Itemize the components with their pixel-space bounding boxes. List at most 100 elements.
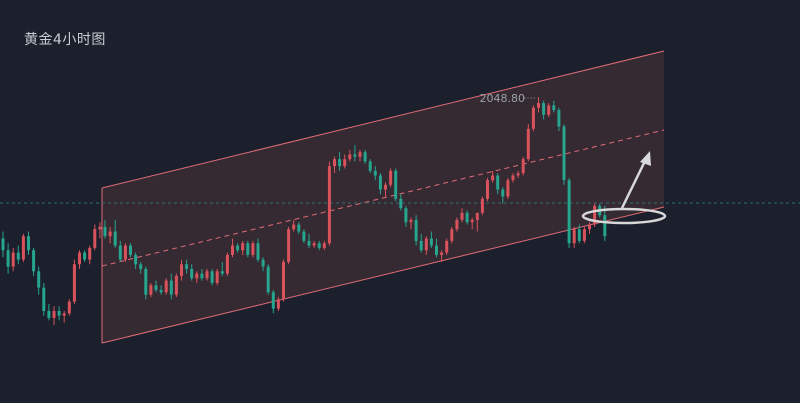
candle-body (200, 273, 204, 279)
candle-body (164, 280, 168, 293)
arrow-shaft (620, 158, 648, 209)
candle-body (501, 189, 505, 197)
candle-body (435, 245, 438, 255)
candle-body (455, 219, 459, 230)
candle-body (225, 254, 229, 274)
candle-body (251, 243, 255, 255)
candle-body (378, 175, 382, 190)
candle-body (582, 229, 586, 241)
candle-body (333, 159, 336, 167)
candle-body (16, 252, 20, 260)
candle-body (276, 299, 280, 309)
candle-body (47, 310, 51, 318)
candle-body (588, 224, 591, 230)
candle-body (348, 154, 352, 160)
candle-body (282, 261, 285, 300)
candle-body (1, 238, 5, 251)
candle-body (506, 180, 510, 197)
candle-body (42, 287, 46, 311)
candle-body (557, 110, 561, 127)
candle-body (27, 236, 30, 251)
candle-body (424, 238, 428, 251)
candle-body (11, 252, 15, 267)
candle-body (88, 247, 92, 260)
candle-body (83, 252, 87, 260)
candle-body (440, 252, 444, 255)
candle-body (169, 280, 173, 295)
candle-body (389, 170, 393, 185)
candle-body (266, 266, 270, 293)
candle-body (256, 243, 260, 260)
candle-body (577, 229, 581, 241)
candle-body (123, 245, 127, 260)
candle-body (195, 273, 199, 279)
candle-body (353, 154, 357, 157)
candle-body (312, 243, 316, 246)
candle-body (241, 243, 245, 251)
candle-body (603, 215, 607, 237)
candle-body (174, 275, 178, 295)
candle-body (317, 243, 321, 248)
candle-body (445, 240, 449, 253)
candle-body (562, 126, 566, 181)
candle-body (108, 231, 112, 237)
candle-body (154, 285, 158, 290)
candle-body (593, 205, 597, 225)
candle-body (414, 219, 418, 241)
candle-body (368, 161, 372, 171)
candle-body (32, 250, 36, 272)
candle-body (384, 184, 387, 190)
candle-body (486, 180, 489, 199)
candle-body (144, 268, 148, 295)
channel-upper-line (101, 50, 665, 189)
candle-body (567, 180, 571, 244)
candle-body (190, 268, 194, 279)
candle-body (465, 212, 469, 223)
chart-title: 黄金4小时图 (24, 32, 106, 48)
peak-price-label: 2048.80 (480, 92, 526, 105)
candle-body (67, 301, 71, 314)
candle-body (399, 198, 403, 209)
candle-body (307, 240, 311, 246)
candle-body (292, 224, 296, 230)
candle-body (98, 226, 102, 230)
candle-body (460, 212, 464, 220)
candle-body (531, 107, 535, 129)
candle-body (6, 250, 10, 267)
candle-body (363, 152, 367, 162)
candle-body (134, 254, 138, 265)
candle-body (93, 229, 97, 248)
channel-mid-line (101, 129, 665, 267)
candle-body (261, 259, 265, 267)
candle-body (57, 310, 61, 316)
candle-body (358, 152, 362, 157)
candle-body (516, 173, 520, 176)
candle-body (129, 245, 132, 255)
candle-body (52, 310, 56, 318)
candle-body (246, 243, 250, 255)
candle-body (21, 236, 25, 260)
candle-body (210, 271, 214, 283)
candle-body (542, 103, 546, 115)
support-ellipse (581, 207, 667, 225)
candle-body (231, 245, 234, 255)
candle-body (62, 313, 66, 316)
candle-body (271, 292, 275, 309)
candle-body (302, 231, 306, 241)
candle-body (547, 105, 551, 115)
candle-body (220, 271, 224, 274)
candle-body (343, 159, 347, 167)
candle-body (139, 264, 143, 269)
candle-body (537, 103, 540, 108)
candle-body (475, 212, 479, 220)
candle-body (327, 166, 331, 244)
candle-body (287, 229, 291, 262)
candle-body (236, 245, 240, 251)
candle-body (215, 271, 219, 283)
candle-body (149, 285, 153, 295)
candle-body (373, 170, 377, 176)
candle-body (118, 245, 122, 260)
candle-body (159, 289, 163, 293)
